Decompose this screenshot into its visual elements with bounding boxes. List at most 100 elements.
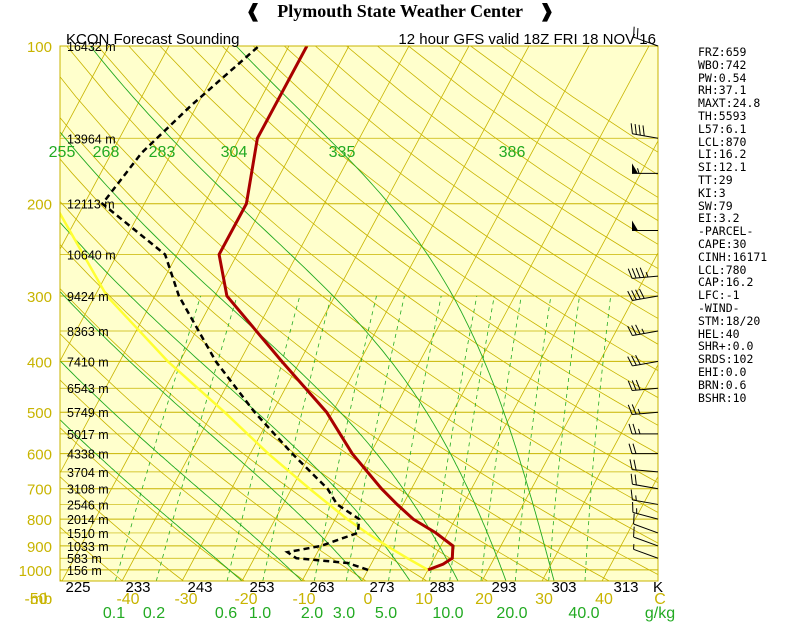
sounding-index: CINH:16171 <box>698 249 768 264</box>
profiles-layer <box>60 46 455 572</box>
barb-flag <box>634 124 637 135</box>
barb-flag <box>632 443 637 454</box>
height-label: 10640 m <box>67 248 116 262</box>
temp-axis-label: 20 <box>475 591 493 608</box>
temp-axis-label: -20 <box>234 591 257 608</box>
temp-axis-label: -40 <box>116 591 139 608</box>
wind-barb <box>633 526 659 547</box>
sounding-index: CAPE:30 <box>698 236 747 251</box>
barb-half-flag <box>637 408 641 414</box>
height-label: 4338 m <box>67 448 109 462</box>
parcel-profile <box>60 211 429 571</box>
plot-area <box>60 46 658 581</box>
barb-staff <box>633 536 659 547</box>
sounding-index: SHR+:0.0 <box>698 339 754 354</box>
height-label: 3108 m <box>67 483 109 497</box>
pressure-tick-label: 1000 <box>19 563 52 580</box>
barb-flag <box>630 123 633 134</box>
temp-axis-label: -30 <box>174 591 197 608</box>
barb-flag <box>631 404 637 415</box>
dry-adiabat <box>315 46 658 294</box>
mixing-ratio-label: 0.1 <box>103 605 125 622</box>
barb-flag <box>639 288 645 299</box>
moist-adiabat <box>235 46 555 581</box>
isotherm <box>481 252 658 581</box>
barb-flag <box>627 268 633 279</box>
sounding-index: EI:3.2 <box>698 211 740 226</box>
wind-barb <box>627 288 659 301</box>
theta-e-label: 386 <box>499 144 526 161</box>
sounding-index: RH:37.1 <box>698 83 747 98</box>
theta-e-label: 335 <box>329 144 356 161</box>
height-label: 9424 m <box>67 290 109 304</box>
sounding-index: TH:5593 <box>698 108 747 123</box>
dry-adiabat <box>128 46 658 455</box>
header-title: Plymouth State Weather Center <box>277 1 523 21</box>
sounding-index: BSHR:10 <box>698 390 747 405</box>
dry-adiabat <box>66 46 658 513</box>
mixing-ratio-label: 5.0 <box>375 605 397 622</box>
dry-adiabat <box>60 200 549 581</box>
moist-adiabat <box>60 419 243 581</box>
barb-flag <box>633 526 635 538</box>
pressure-tick-label: 800 <box>27 512 52 529</box>
isotherm <box>60 46 290 474</box>
barb-flag <box>630 489 633 500</box>
wind-barb <box>630 489 659 505</box>
barb-flag <box>642 125 645 136</box>
barb-staff <box>632 469 659 473</box>
height-label: 2014 m <box>67 513 109 527</box>
dry-adiabat <box>60 427 245 581</box>
dry-adiabat <box>221 46 658 372</box>
dry-adiabat <box>159 46 658 426</box>
barb-staff <box>632 295 659 301</box>
dry-adiabat <box>346 46 658 270</box>
barb-flag <box>631 355 637 366</box>
isotherm <box>61 46 350 581</box>
mixing-ratio-label: 0.2 <box>143 605 165 622</box>
sounding-index: L57:6.1 <box>698 121 747 136</box>
dry-adiabat <box>0 46 1 581</box>
height-label: 16432 m <box>67 40 116 54</box>
sounding-index: SRDS:102 <box>698 352 754 367</box>
dry-adiabat <box>60 476 184 581</box>
mixing-ratio-label: 2.0 <box>301 605 323 622</box>
isotherm <box>361 46 650 581</box>
barb-staff <box>633 36 659 47</box>
wind-barb <box>632 163 658 174</box>
barb-flag <box>639 267 645 278</box>
height-label: 13964 m <box>67 132 116 146</box>
barb-flag <box>635 324 641 335</box>
temp-axis-label: C <box>654 591 666 608</box>
sounding-index: STM:18/20 <box>698 313 761 328</box>
barb-flag <box>627 380 633 391</box>
pressure-tick-label: 400 <box>27 354 52 371</box>
pressure-tick-label: 300 <box>27 289 52 306</box>
barb-half-flag <box>638 428 641 435</box>
sounding-index: BRN:0.6 <box>698 377 747 392</box>
wind-barb <box>630 473 659 490</box>
wind-barb <box>632 220 658 232</box>
theta-e-label: 268 <box>93 144 120 161</box>
barb-flag <box>634 474 637 485</box>
dry-adiabat <box>60 333 367 581</box>
moist-adiabat <box>60 131 459 581</box>
wind-barb <box>627 354 659 367</box>
isotherm <box>301 46 590 581</box>
sounding-index: LI:16.2 <box>698 147 747 162</box>
dry-adiabat <box>190 46 658 399</box>
isotherm <box>241 46 530 581</box>
sounding-index: CAP:16.2 <box>698 275 754 290</box>
sounding-index: FRZ:659 <box>698 45 747 59</box>
sounding-index: KI:3 <box>698 185 726 200</box>
barb-pennant <box>632 220 638 231</box>
theta-axis-label: 253 <box>249 579 274 596</box>
dry-adiabat <box>252 46 658 345</box>
wind-barb <box>632 501 659 520</box>
dry-adiabat <box>60 76 658 544</box>
dry-adiabat <box>60 578 62 581</box>
pressure-tick-label: 900 <box>27 539 52 556</box>
wind-barb <box>633 544 659 559</box>
